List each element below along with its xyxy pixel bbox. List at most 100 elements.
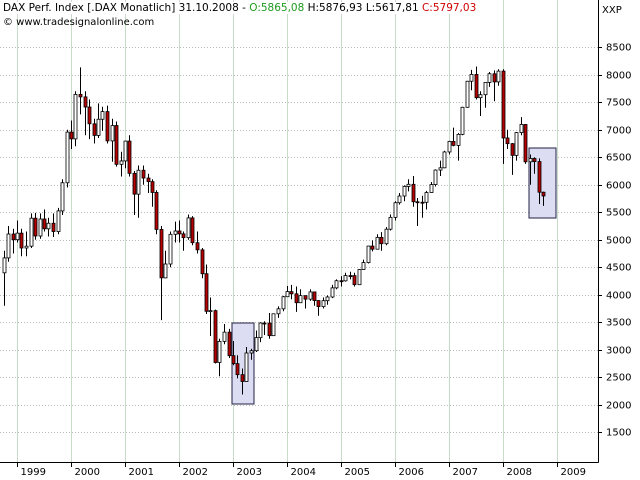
x-tick-label: 2008	[507, 467, 532, 478]
candle-body	[159, 229, 164, 279]
candle-body	[2, 257, 7, 274]
close-label: C:5797,03	[421, 2, 477, 14]
candle-body	[370, 245, 375, 250]
open-label: O:5865,08	[249, 2, 305, 14]
candle-body	[258, 322, 263, 339]
candle-body	[379, 236, 384, 245]
candle-body	[334, 280, 339, 289]
candle-body	[411, 183, 416, 203]
y-tick-label: 4500	[606, 263, 631, 274]
y-tick-label: 3500	[606, 318, 631, 329]
candle-body	[496, 70, 501, 83]
candle-body	[348, 275, 353, 277]
candle-body	[442, 151, 447, 169]
candle-body	[438, 167, 443, 171]
candle-body	[69, 131, 74, 140]
x-tick-label: 2009	[561, 467, 586, 478]
candle-body	[200, 249, 205, 275]
candle-body	[132, 172, 137, 195]
source: © www.tradesignalonline.com	[3, 17, 155, 28]
x-tick-label: 2002	[183, 467, 208, 478]
candle-body	[15, 232, 20, 241]
candle-body	[177, 230, 182, 235]
candle-body	[361, 262, 366, 270]
candle-body	[244, 352, 249, 382]
candle-body	[38, 218, 43, 237]
candle-body	[501, 70, 506, 139]
candle-body	[447, 141, 452, 153]
candle-body	[298, 295, 303, 304]
y-tick-label: 2500	[606, 373, 631, 384]
candle-body	[87, 106, 92, 125]
x-tick-label: 2003	[237, 467, 262, 478]
candle-body	[46, 222, 51, 230]
candle-body	[114, 125, 119, 165]
candle-body	[240, 374, 245, 382]
x-tick-label: 2006	[399, 467, 424, 478]
candle-body	[523, 124, 528, 163]
candle-body	[168, 233, 173, 265]
candle-body	[406, 183, 411, 187]
x-tick-label: 2001	[129, 467, 154, 478]
candle-body	[78, 93, 83, 98]
candle-body	[100, 111, 105, 120]
candle-body	[478, 94, 483, 99]
candle-body	[56, 210, 61, 232]
candle-body	[352, 275, 357, 286]
candle-body	[424, 192, 429, 203]
axis-label: XXP	[602, 5, 622, 16]
candle-body	[92, 123, 97, 136]
candle-body	[262, 322, 267, 325]
candle-body	[451, 141, 456, 146]
y-tick-label: 6500	[606, 153, 631, 164]
candle-body	[393, 202, 398, 218]
candle-body	[65, 131, 70, 184]
candle-body	[487, 73, 492, 83]
candle-body	[186, 217, 191, 239]
candle-body	[267, 322, 272, 337]
candle-body	[429, 184, 434, 193]
y-tick-label: 8000	[606, 71, 631, 82]
candle-body	[415, 201, 420, 204]
candle-body	[492, 73, 497, 83]
candle-body	[231, 355, 236, 365]
candle-body	[217, 340, 222, 363]
title: DAX Perf. Index [.DAX Monatlich] 31.10.2…	[3, 2, 246, 14]
candle-body	[29, 217, 34, 247]
candle-body	[227, 331, 232, 357]
candle-body	[510, 143, 515, 156]
candle-body	[541, 191, 546, 197]
candle-body	[190, 217, 195, 244]
y-tick-label: 7500	[606, 98, 631, 109]
candle-body	[519, 124, 524, 134]
x-tick-label: 2000	[75, 467, 100, 478]
y-tick-label: 6000	[606, 181, 631, 192]
candle-body	[276, 308, 281, 315]
candle-body	[213, 310, 218, 363]
candle-body	[208, 310, 213, 313]
candle-body	[127, 140, 132, 174]
candle-body	[420, 201, 425, 204]
candle-body	[150, 181, 155, 193]
candle-body	[289, 291, 294, 295]
x-tick-label: 2005	[345, 467, 370, 478]
candle-body	[285, 291, 290, 298]
header: DAX Perf. Index [.DAX Monatlich] 31.10.2…	[3, 2, 477, 14]
candle-body	[303, 295, 308, 300]
candle-body	[528, 158, 533, 163]
candle-body	[141, 169, 146, 179]
candle-body	[110, 125, 115, 142]
candle-body	[397, 195, 402, 204]
candle-body	[19, 232, 24, 249]
candle-body	[235, 363, 240, 376]
candle-body	[136, 169, 141, 195]
y-tick-label: 8500	[606, 43, 631, 54]
candle-body	[474, 74, 479, 99]
candle-body	[195, 242, 200, 251]
y-tick-label: 1500	[606, 428, 631, 439]
y-tick-label: 7000	[606, 126, 631, 137]
candle-body	[384, 228, 389, 245]
